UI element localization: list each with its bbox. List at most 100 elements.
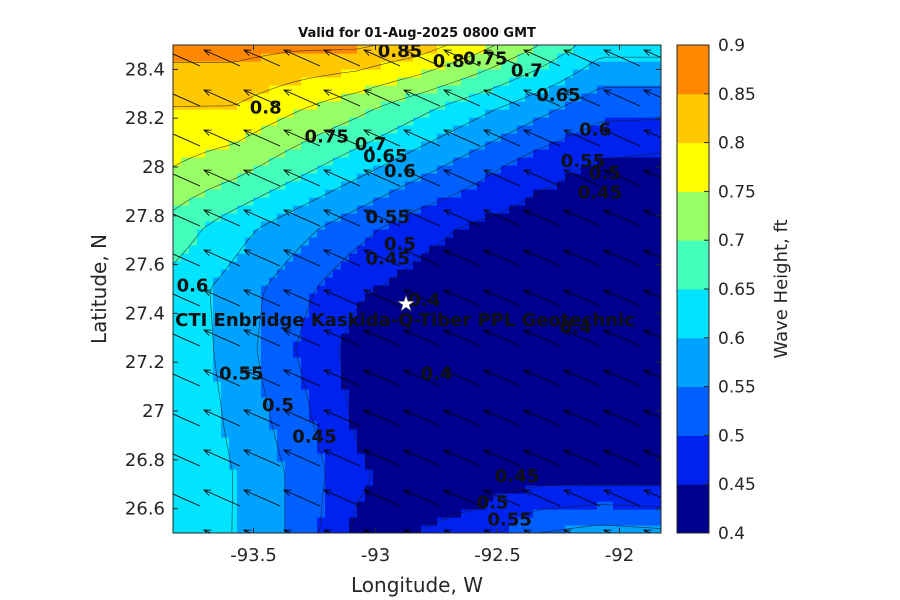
- contour-cell: [197, 117, 206, 126]
- contour-cell: [413, 333, 422, 342]
- contour-cell: [285, 141, 294, 150]
- contour-cell: [525, 229, 534, 238]
- contour-cell: [397, 149, 406, 158]
- contour-cell: [421, 261, 430, 270]
- contour-cell: [421, 133, 430, 142]
- contour-cell: [517, 373, 526, 382]
- contour-cell: [197, 125, 206, 134]
- contour-cell: [589, 429, 598, 438]
- contour-cell: [581, 285, 590, 294]
- colorbar-band: [677, 142, 709, 192]
- contour-cell: [301, 149, 310, 158]
- contour-cell: [493, 181, 502, 190]
- contour-cell: [653, 269, 661, 278]
- contour-cell: [533, 229, 542, 238]
- contour-cell: [269, 237, 278, 246]
- contour-cell: [461, 381, 470, 390]
- contour-cell: [533, 133, 542, 142]
- contour-cell: [181, 45, 190, 54]
- contour-cell: [621, 133, 630, 142]
- contour-cell: [453, 333, 462, 342]
- contour-cell: [341, 165, 350, 174]
- contour-cell: [213, 461, 222, 470]
- contour-cell: [517, 429, 526, 438]
- contour-cell: [605, 45, 614, 54]
- contour-cell: [573, 301, 582, 310]
- contour-cell: [205, 45, 214, 54]
- contour-cell: [189, 245, 198, 254]
- contour-cell: [181, 445, 190, 454]
- contour-cell: [349, 253, 358, 262]
- contour-cell: [629, 445, 638, 454]
- contour-cell: [253, 269, 262, 278]
- contour-cell: [197, 69, 206, 78]
- contour-cell: [485, 213, 494, 222]
- contour-cell: [445, 101, 454, 110]
- contour-cell: [373, 125, 382, 134]
- contour-cell: [605, 117, 614, 126]
- contour-cell: [573, 421, 582, 430]
- contour-cell: [565, 381, 574, 390]
- contour-cell: [485, 101, 494, 110]
- contour-cell: [461, 493, 470, 502]
- contour-cell: [189, 77, 198, 86]
- contour-cell: [541, 197, 550, 206]
- contour-cell: [613, 221, 622, 230]
- contour-cell: [565, 229, 574, 238]
- contour-cell: [309, 405, 318, 414]
- contour-cell: [453, 365, 462, 374]
- contour-cell: [365, 509, 374, 518]
- contour-cell: [493, 437, 502, 446]
- contour-cell: [445, 477, 454, 486]
- contour-cell: [309, 421, 318, 430]
- contour-cell: [477, 237, 486, 246]
- contour-cell: [181, 477, 190, 486]
- contour-cell: [493, 253, 502, 262]
- contour-cell: [325, 485, 334, 494]
- contour-cell: [477, 101, 486, 110]
- wind-arrow: [404, 170, 441, 187]
- contour-cell: [413, 357, 422, 366]
- contour-cell: [365, 357, 374, 366]
- contour-cell: [509, 189, 518, 198]
- contour-cell: [525, 181, 534, 190]
- contour-cell: [453, 525, 462, 533]
- contour-cell: [269, 213, 278, 222]
- contour-cell: [373, 149, 382, 158]
- contour-cell: [357, 229, 366, 238]
- contour-cell: [589, 149, 598, 158]
- contour-cell: [549, 157, 558, 166]
- contour-cell: [437, 365, 446, 374]
- contour-cell: [493, 373, 502, 382]
- contour-cell: [557, 213, 566, 222]
- contour-cell: [477, 325, 486, 334]
- contour-cell: [493, 453, 502, 462]
- contour-cell: [629, 493, 638, 502]
- contour-cell: [253, 213, 262, 222]
- contour-cell: [357, 45, 366, 54]
- contour-cell: [549, 45, 558, 54]
- contour-cell: [525, 61, 534, 70]
- contour-cell: [485, 469, 494, 478]
- contour-cell: [533, 293, 542, 302]
- contour-cell: [533, 285, 542, 294]
- contour-cell: [565, 181, 574, 190]
- contour-cell: [405, 373, 414, 382]
- contour-cell: [445, 149, 454, 158]
- contour-cell: [309, 229, 318, 238]
- contour-cell: [613, 245, 622, 254]
- contour-cell: [653, 45, 661, 54]
- contour-cell: [557, 381, 566, 390]
- contour-cell: [621, 461, 630, 470]
- contour-cell: [653, 341, 661, 350]
- contour-cell: [501, 405, 510, 414]
- contour-cell: [325, 197, 334, 206]
- contour-cell: [357, 117, 366, 126]
- contour-cell: [533, 397, 542, 406]
- contour-cell: [261, 157, 270, 166]
- contour-cell: [597, 325, 606, 334]
- contour-cell: [453, 309, 462, 318]
- wind-arrow: [244, 210, 281, 227]
- wind-arrow: [644, 410, 661, 418]
- contour-cell: [413, 141, 422, 150]
